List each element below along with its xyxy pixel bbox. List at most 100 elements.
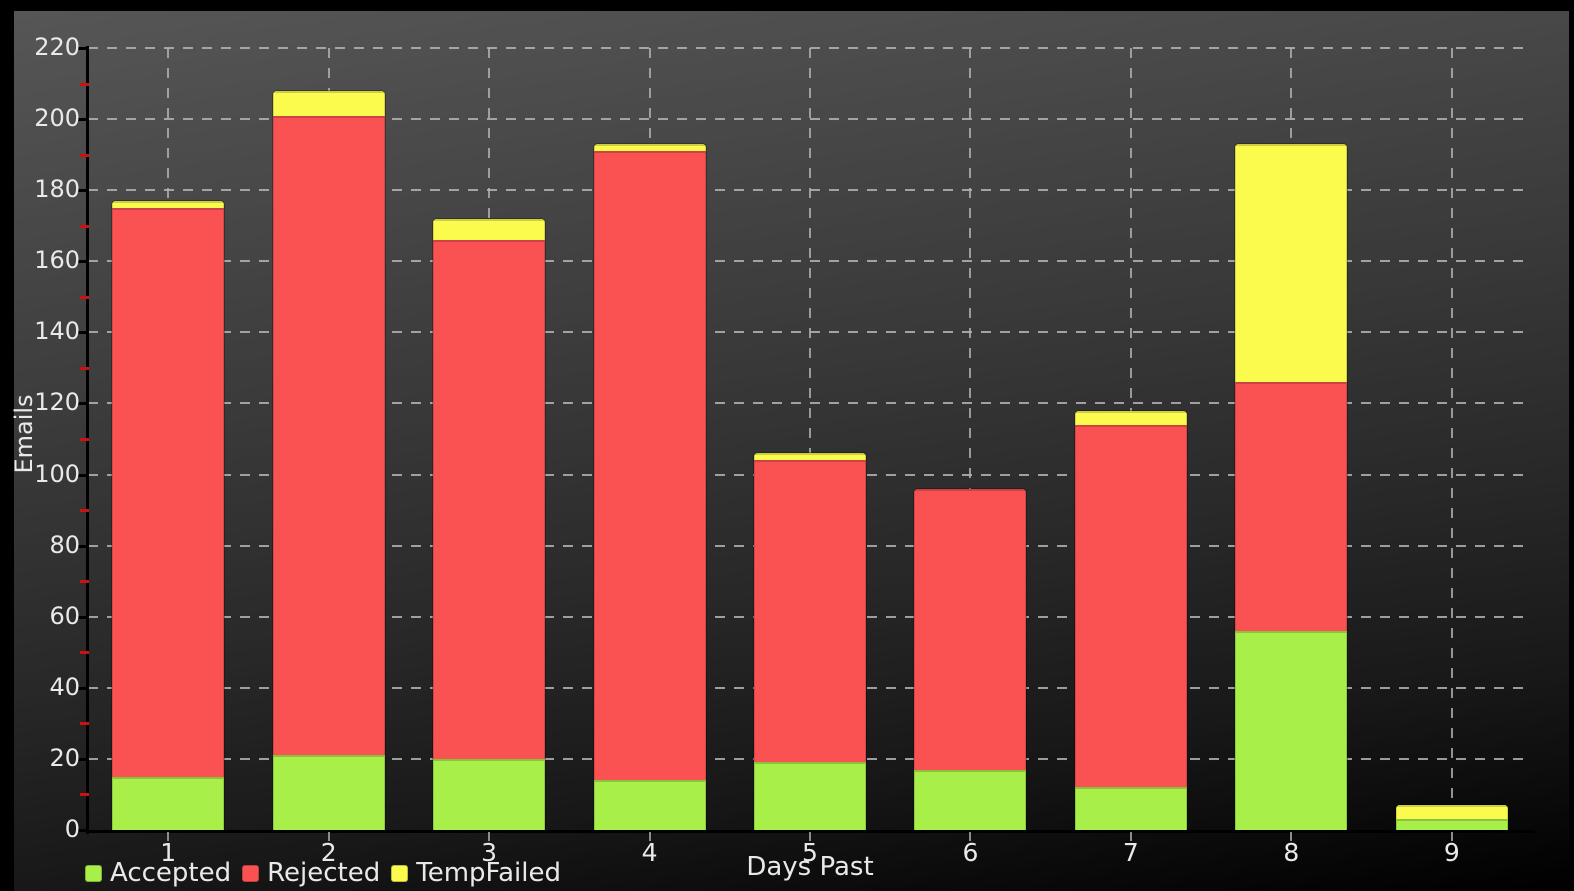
x-tick-label: 7 — [1122, 838, 1139, 867]
bar-segment-accepted-day-2 — [272, 755, 385, 830]
y-major-tick — [78, 118, 88, 122]
bar-segment-accepted-day-5 — [754, 762, 866, 830]
y-major-tick — [78, 473, 88, 477]
y-tick-label: 120 — [34, 388, 80, 417]
y-major-tick — [78, 757, 88, 761]
legend-swatch-rejected-icon — [243, 865, 259, 881]
x-tick-label: 4 — [641, 838, 658, 867]
x-tick-label: 6 — [962, 838, 979, 867]
bar-segment-rejected-day-1 — [112, 207, 225, 777]
y-tick-label: 140 — [34, 317, 80, 346]
bar-segment-rejected-day-4 — [593, 151, 706, 781]
legend-item-rejected: Rejected — [243, 860, 380, 886]
bar-segment-rejected-day-5 — [754, 460, 866, 763]
bar-day-9 — [1395, 805, 1508, 830]
legend-item-tempfailed: TempFailed — [392, 860, 561, 886]
bar-segment-accepted-day-8 — [1235, 630, 1348, 830]
x-axis-baseline — [86, 830, 1535, 833]
bar-segment-accepted-day-1 — [112, 776, 225, 830]
y-tick-label: 20 — [49, 743, 80, 772]
y-major-tick — [78, 615, 88, 619]
bar-day-3 — [433, 218, 546, 830]
bar-day-6 — [914, 488, 1027, 830]
bar-segment-accepted-day-4 — [593, 780, 706, 830]
bar-day-7 — [1074, 410, 1187, 830]
v-gridline — [1450, 48, 1453, 830]
y-minor-tick — [80, 509, 89, 513]
y-tick-label: 180 — [34, 175, 80, 204]
x-tick — [167, 832, 170, 841]
legend-label-accepted: Accepted — [110, 858, 232, 888]
x-tick — [1450, 832, 1453, 841]
y-minor-tick — [80, 153, 89, 157]
x-tick-label: 9 — [1443, 838, 1460, 867]
bar-segment-rejected-day-2 — [272, 115, 385, 756]
bar-segment-tempfailed-day-9 — [1395, 805, 1508, 820]
bar-segment-accepted-day-3 — [433, 758, 546, 830]
legend-item-accepted: Accepted — [86, 860, 231, 886]
legend-swatch-accepted-icon — [86, 865, 101, 881]
x-tick-label: 3 — [481, 838, 498, 867]
bar-segment-tempfailed-day-7 — [1074, 410, 1187, 425]
x-tick-label: 5 — [802, 838, 818, 867]
x-tick — [809, 832, 811, 841]
y-major-tick — [78, 402, 88, 406]
bar-segment-rejected-day-8 — [1235, 382, 1348, 631]
legend-label-rejected: Rejected — [267, 858, 381, 888]
legend-label-tempfailed: TempFailed — [416, 858, 561, 888]
y-tick-label: 0 — [64, 814, 80, 843]
bar-segment-accepted-day-9 — [1395, 819, 1508, 830]
y-minor-tick — [80, 651, 89, 655]
y-axis-title: Emails — [10, 394, 38, 474]
bar-segment-accepted-day-7 — [1074, 787, 1187, 830]
bar-day-4 — [593, 143, 706, 830]
x-tick — [1129, 832, 1132, 841]
x-tick — [327, 832, 330, 841]
y-minor-tick — [80, 366, 89, 370]
x-tick — [1290, 832, 1293, 841]
x-tick-label: 1 — [160, 838, 177, 867]
y-minor-tick — [80, 224, 89, 228]
y-major-tick — [78, 189, 88, 193]
y-tick-label: 200 — [34, 103, 80, 132]
y-tick-label: 80 — [49, 530, 80, 559]
y-minor-tick — [80, 722, 89, 726]
x-tick — [648, 832, 651, 841]
bar-day-1 — [112, 200, 225, 830]
bar-segment-tempfailed-day-4 — [593, 143, 706, 152]
bar-segment-tempfailed-day-5 — [754, 453, 866, 461]
y-minor-tick — [80, 82, 89, 86]
y-minor-tick — [80, 438, 89, 441]
y-tick-label: 40 — [49, 672, 80, 701]
x-tick-label: 8 — [1283, 838, 1300, 867]
bar-day-8 — [1235, 143, 1348, 830]
x-tick-label: 2 — [320, 838, 337, 867]
bar-segment-tempfailed-day-3 — [433, 218, 546, 240]
legend-swatch-tempfailed-icon — [392, 865, 408, 881]
y-tick-label: 220 — [34, 32, 80, 61]
bar-segment-tempfailed-day-8 — [1235, 143, 1348, 383]
legend: Accepted Rejected TempFailed — [86, 860, 561, 886]
y-tick-label: 160 — [34, 246, 80, 275]
y-minor-tick — [80, 793, 89, 797]
x-axis-title: Days Past — [746, 852, 874, 882]
bar-segment-accepted-day-6 — [914, 769, 1027, 830]
y-major-tick — [78, 686, 88, 690]
y-minor-tick — [80, 580, 89, 584]
y-major-tick — [78, 260, 88, 264]
bar-day-2 — [272, 90, 385, 830]
y-minor-tick — [80, 295, 89, 299]
y-tick-label: 60 — [49, 601, 80, 630]
bar-segment-tempfailed-day-2 — [272, 90, 385, 116]
y-major-tick — [78, 47, 88, 50]
y-major-tick — [78, 829, 88, 832]
v-gridline — [969, 48, 972, 830]
bar-day-5 — [754, 453, 866, 830]
x-tick — [488, 832, 491, 841]
y-major-tick — [78, 331, 88, 335]
v-gridline — [809, 48, 811, 830]
x-tick — [969, 832, 972, 841]
bar-segment-tempfailed-day-1 — [112, 200, 225, 208]
y-major-tick — [78, 544, 88, 548]
